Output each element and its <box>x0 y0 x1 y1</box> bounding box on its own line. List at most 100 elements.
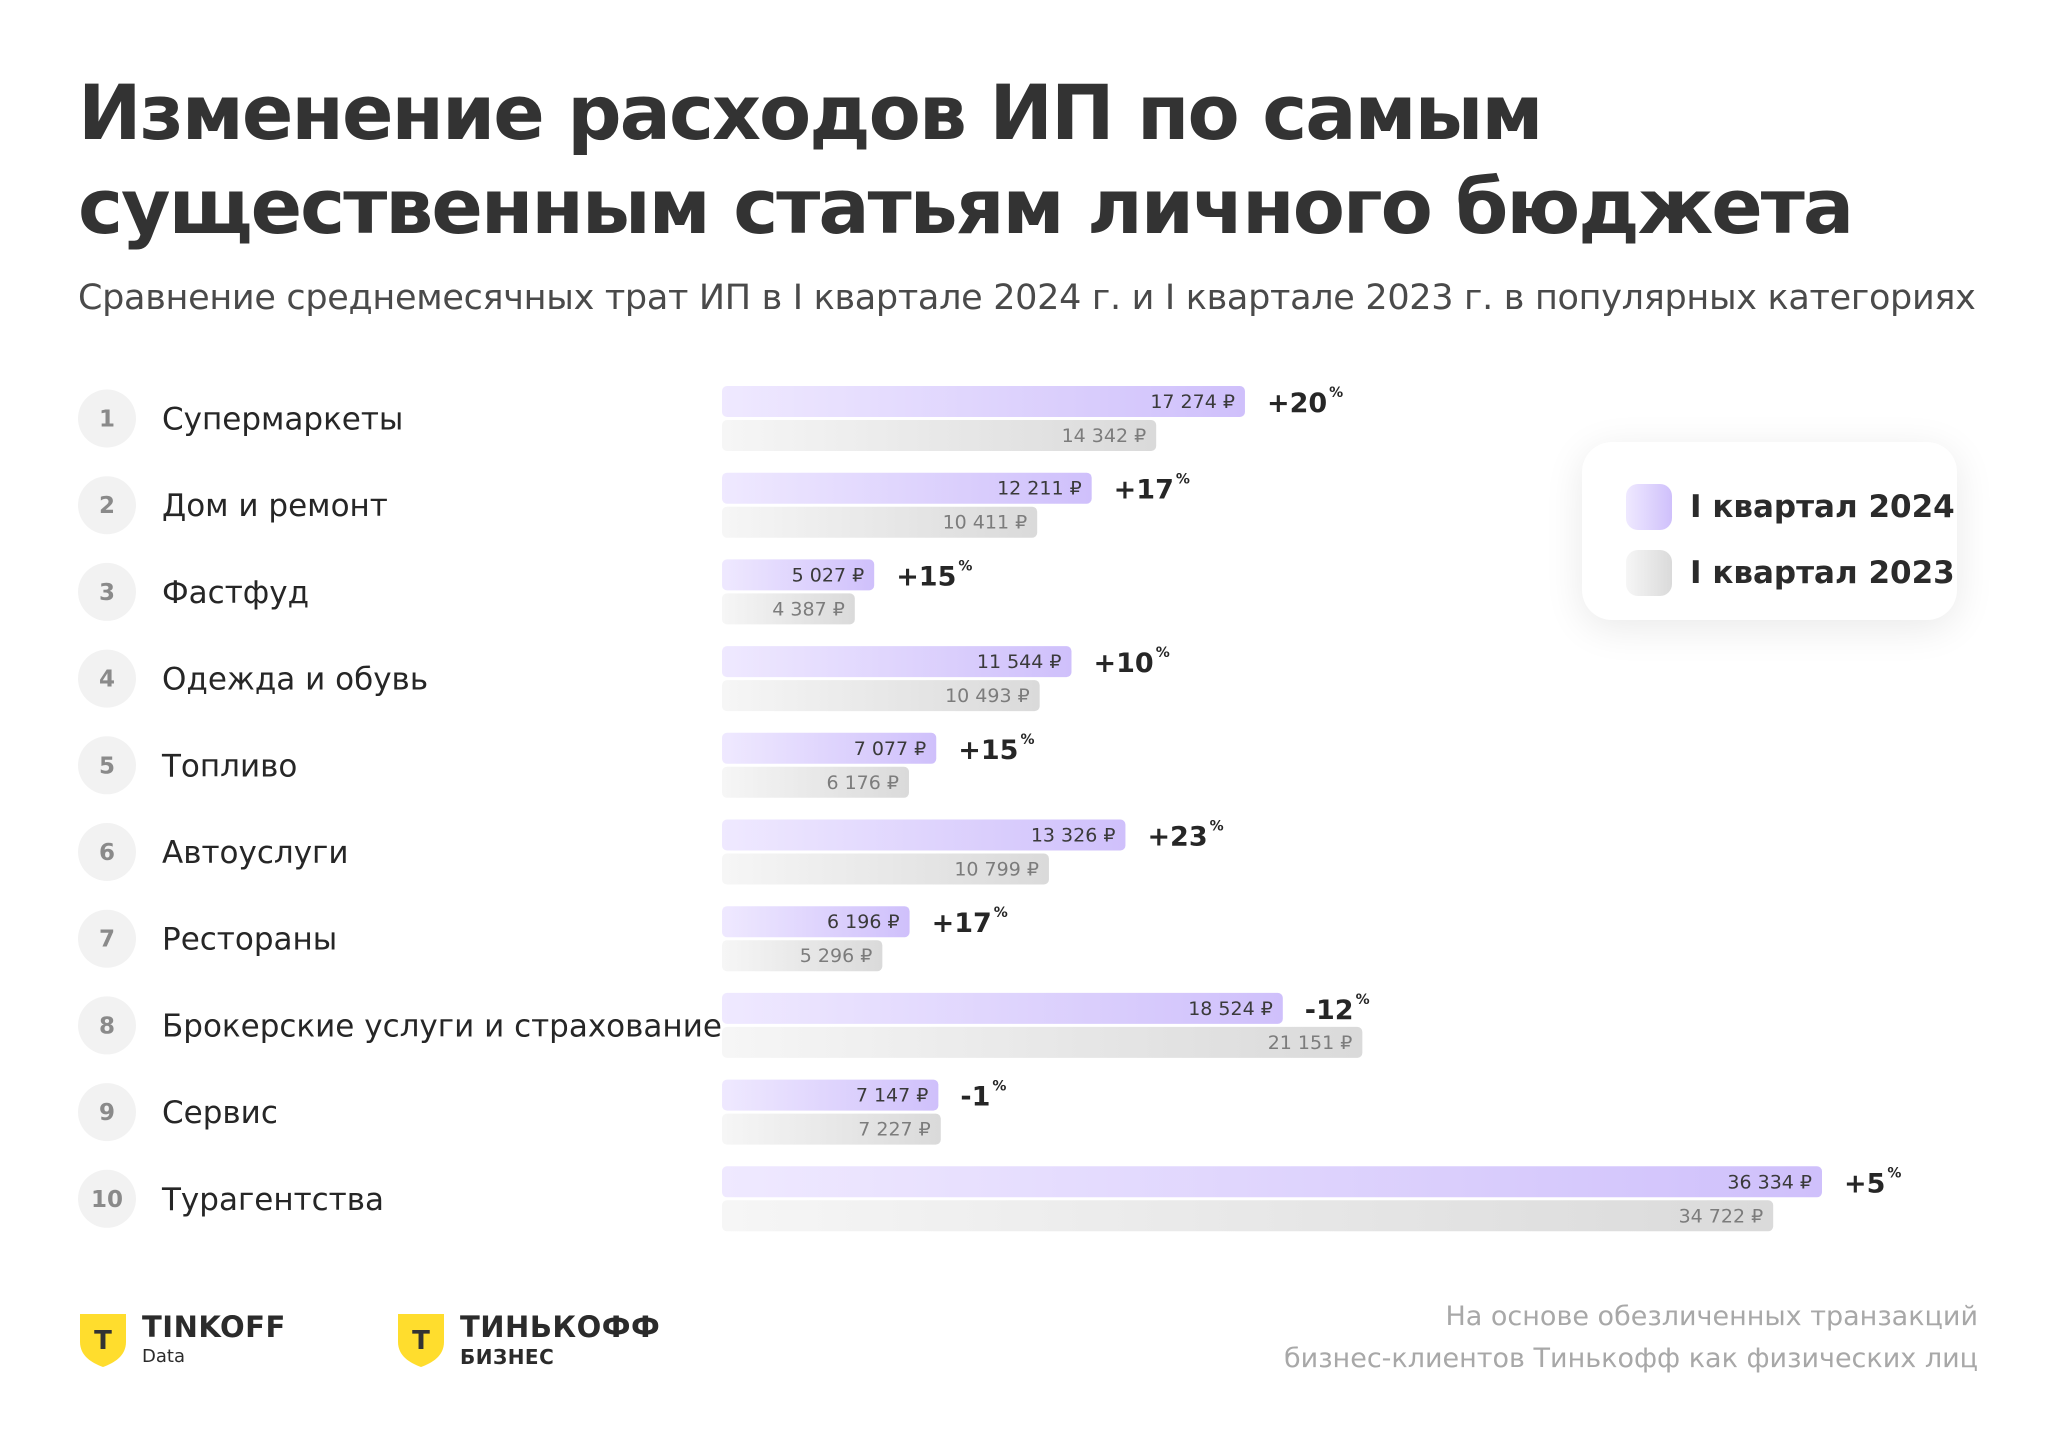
value-label-2024: 17 274 ₽ <box>1150 391 1235 413</box>
category-label: Супермаркеты <box>162 402 403 438</box>
rank-number: 6 <box>99 840 115 866</box>
change-unit: % <box>1887 1165 1901 1181</box>
bar-2023 <box>722 1200 1774 1232</box>
svg-text:Т: Т <box>412 1326 430 1356</box>
change-unit: % <box>1329 385 1343 401</box>
rank-number: 4 <box>99 667 115 693</box>
legend-item-2024: I квартал 2024 <box>1626 484 1955 530</box>
change-label: +17 <box>932 908 992 939</box>
bar-2024 <box>722 472 1092 504</box>
rank-badge <box>78 1169 136 1228</box>
legend-item-2023: I квартал 2023 <box>1626 550 1955 596</box>
value-label-2024: 13 326 ₽ <box>1031 825 1116 847</box>
svg-text:Т: Т <box>94 1326 112 1356</box>
footnote: На основе обезличенных транзакций бизнес… <box>1218 1296 1978 1380</box>
rank-number: 7 <box>99 927 115 953</box>
change-unit: % <box>994 905 1008 921</box>
rank-badge <box>78 476 136 535</box>
value-label-2024: 7 077 ₽ <box>854 738 927 760</box>
change-label: +5 <box>1844 1168 1885 1199</box>
rank-badge <box>78 562 136 621</box>
category-label: Сервис <box>162 1095 278 1131</box>
tinkoff-shield-icon: Т <box>80 1314 126 1367</box>
value-label-2023: 34 722 ₽ <box>1679 1205 1764 1227</box>
legend-label-2024: I квартал 2024 <box>1690 489 1955 525</box>
change-label: -1 <box>960 1082 990 1113</box>
bar-2024 <box>722 646 1072 678</box>
change-label: +23 <box>1147 822 1207 853</box>
bar-2023 <box>722 1113 941 1145</box>
bar-2023 <box>722 420 1157 451</box>
tinkoff-data-logo: Т TINKOFF Data <box>78 1312 286 1372</box>
legend-swatch-2024 <box>1626 484 1672 530</box>
rank-badge <box>78 649 136 708</box>
value-label-2024: 18 524 ₽ <box>1188 998 1273 1020</box>
rank-badge <box>78 389 136 448</box>
change-unit: % <box>992 1079 1006 1095</box>
change-label: +15 <box>896 561 956 592</box>
value-label-2024: 12 211 ₽ <box>997 478 1082 500</box>
rank-badge <box>78 823 136 881</box>
change-label: -12 <box>1305 995 1354 1026</box>
value-label-2024: 11 544 ₽ <box>977 651 1062 673</box>
rank-number: 3 <box>99 580 115 606</box>
value-label-2023: 4 387 ₽ <box>772 598 845 620</box>
change-label: +17 <box>1114 475 1174 506</box>
value-label-2023: 5 296 ₽ <box>800 945 873 967</box>
change-unit: % <box>1156 645 1170 661</box>
value-label-2024: 5 027 ₽ <box>792 564 865 586</box>
change-label: +20 <box>1267 388 1327 419</box>
category-label: Дом и ремонт <box>162 488 388 524</box>
change-unit: % <box>1210 819 1224 835</box>
rank-number: 9 <box>99 1100 115 1126</box>
category-label: Одежда и обувь <box>162 662 428 698</box>
chart-legend: I квартал 2024 I квартал 2023 <box>1582 442 1957 620</box>
value-label-2024: 6 196 ₽ <box>827 911 900 933</box>
category-label: Топливо <box>161 748 297 784</box>
logo-name: ТИНЬКОФФ <box>460 1310 661 1344</box>
bar-2024 <box>722 1166 1822 1198</box>
legend-label-2023: I квартал 2023 <box>1690 555 1955 591</box>
footnote-line-2: бизнес-клиентов Тинькофф как физических … <box>1284 1343 1978 1374</box>
logo-sub: Data <box>142 1346 185 1367</box>
bar-2024 <box>722 559 875 591</box>
value-label-2023: 7 227 ₽ <box>858 1119 931 1141</box>
change-label: +10 <box>1093 648 1153 679</box>
tinkoff-shield-icon: Т <box>398 1314 444 1367</box>
logo-name: TINKOFF <box>142 1310 286 1344</box>
bar-2023 <box>722 680 1040 712</box>
rank-number: 8 <box>99 1013 115 1039</box>
bar-2024 <box>722 819 1126 851</box>
bar-2024 <box>722 386 1245 417</box>
chart-subtitle: Сравнение среднемесячных трат ИП в I ква… <box>78 278 1976 318</box>
bar-2024 <box>722 992 1283 1024</box>
rank-badge <box>78 1083 136 1142</box>
change-unit: % <box>958 558 972 574</box>
bar-2023 <box>722 766 909 798</box>
change-unit: % <box>1176 472 1190 488</box>
bar-2024 <box>722 732 937 764</box>
rank-badge <box>78 996 136 1055</box>
footnote-line-1: На основе обезличенных транзакций <box>1445 1301 1978 1332</box>
rank-number: 1 <box>99 407 115 433</box>
value-label-2024: 7 147 ₽ <box>856 1085 929 1107</box>
category-label: Брокерские услуги и страхование <box>162 1008 722 1044</box>
rank-number: 5 <box>99 753 115 779</box>
change-label: +15 <box>958 735 1018 766</box>
value-label-2023: 10 799 ₽ <box>954 859 1039 881</box>
value-label-2023: 14 342 ₽ <box>1062 425 1147 447</box>
bar-2023 <box>722 506 1038 538</box>
bar-2023 <box>722 1026 1363 1058</box>
category-label: Автоуслуги <box>162 835 348 871</box>
legend-swatch-2023 <box>1626 550 1672 596</box>
value-label-2024: 36 334 ₽ <box>1727 1171 1812 1193</box>
change-unit: % <box>1356 992 1370 1008</box>
value-label-2023: 10 411 ₽ <box>943 512 1028 534</box>
bar-2023 <box>722 940 883 972</box>
rank-number: 2 <box>99 493 115 519</box>
value-label-2023: 10 493 ₽ <box>945 685 1030 707</box>
chart-title: Изменение расходов ИП по самым существен… <box>78 68 1854 251</box>
bar-chart: 1 Супермаркеты 17 274 ₽14 342 ₽ +20 % 2 Дом и … <box>78 385 1901 1232</box>
bar-2023 <box>722 853 1049 885</box>
rank-badge <box>78 736 136 795</box>
